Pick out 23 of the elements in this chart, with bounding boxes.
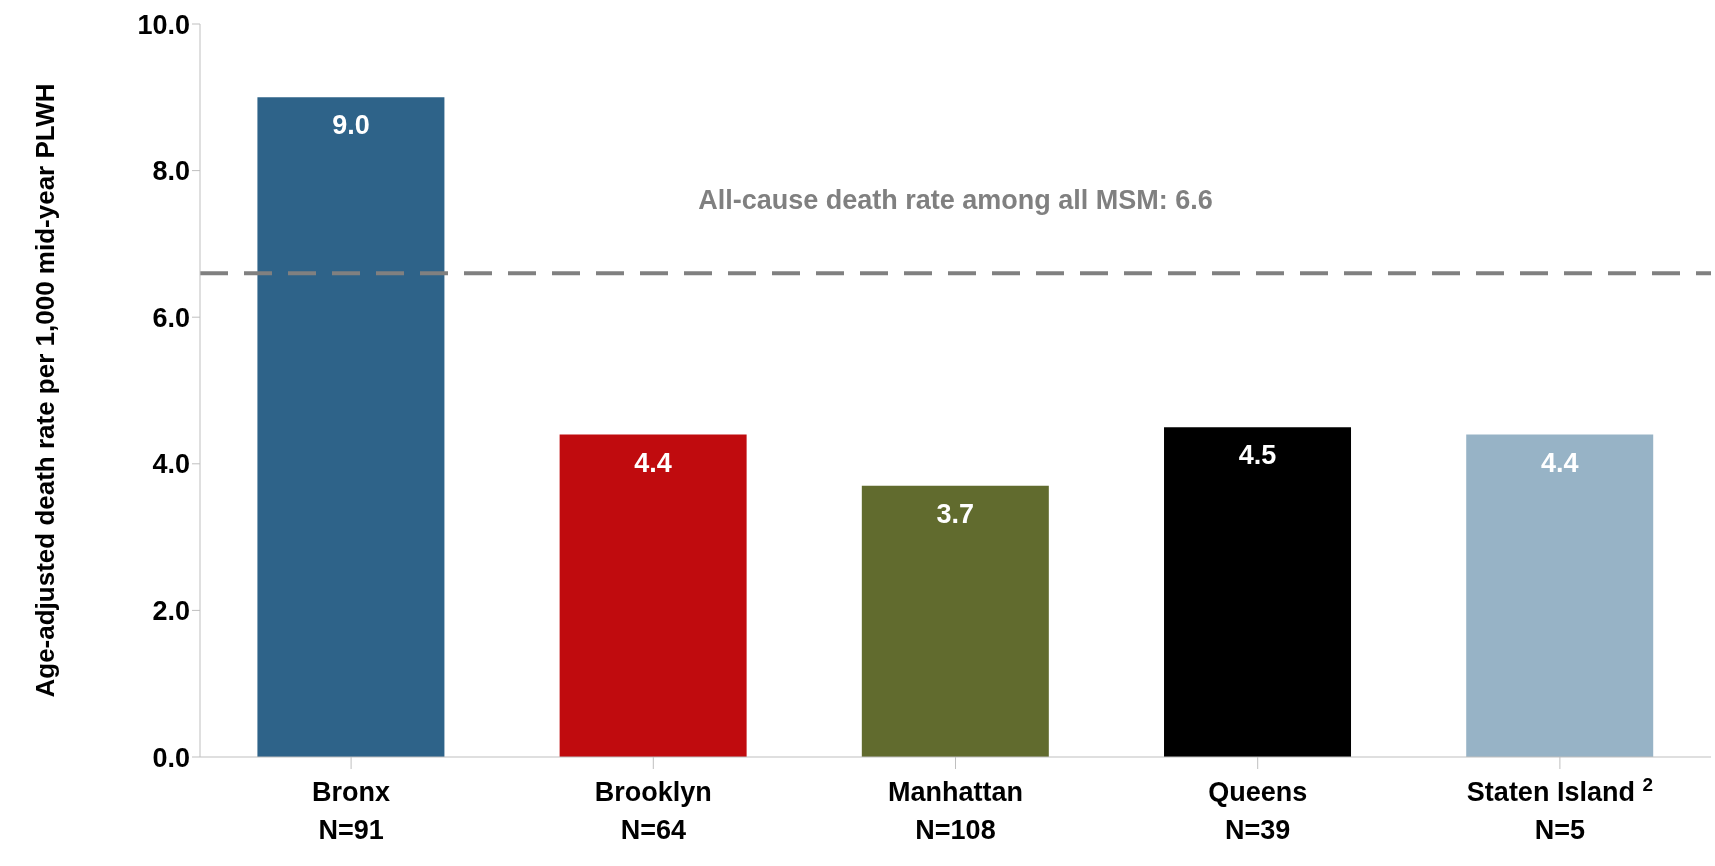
data-label: 4.4 <box>634 447 672 478</box>
x-tick-label: Queens N=39 <box>1208 777 1308 845</box>
data-label: 4.4 <box>1540 447 1579 478</box>
y-tick-label: 0.0 <box>152 742 190 773</box>
category-label: Staten Island $^{2}$ N=5 <box>1466 773 1653 845</box>
data-label: 9.0 <box>332 110 370 141</box>
bar <box>861 485 1049 757</box>
bar <box>1466 434 1654 757</box>
y-tick-label: 2.0 <box>152 595 190 626</box>
x-tick-label: Manhattan N=108 <box>888 777 1023 845</box>
x-tick-label: Bronx N=91 <box>312 777 391 845</box>
y-tick-label: 6.0 <box>152 302 190 333</box>
data-label: 4.5 <box>1238 440 1277 471</box>
data-label: 3.7 <box>936 498 975 529</box>
bar <box>1164 427 1352 757</box>
bar <box>257 97 445 757</box>
y-axis-title: Age-adjusted death rate per 1,000 mid-year PLWH <box>30 83 61 698</box>
x-tick-label: Brooklyn N=64 <box>594 777 712 845</box>
bar <box>559 434 747 757</box>
y-tick-label: 8.0 <box>152 156 190 187</box>
ref-line-label: All-cause death rate among all MSM: 6.6 <box>698 185 1213 216</box>
y-tick-label: 10.0 <box>137 9 190 40</box>
y-tick-label: 4.0 <box>152 449 190 480</box>
